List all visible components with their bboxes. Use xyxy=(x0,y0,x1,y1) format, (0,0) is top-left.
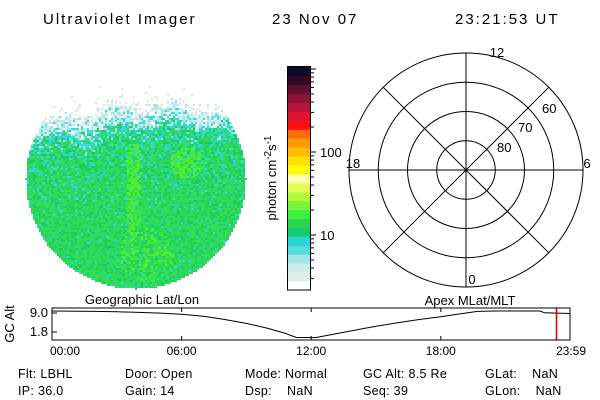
polar-grid-rings xyxy=(348,52,584,288)
status-mode: Mode: Normal xyxy=(245,367,328,381)
timeline-ytick-1-8: 1.8 xyxy=(30,324,48,339)
polar-caption: Apex MLat/MLT xyxy=(425,293,516,308)
status-gc-alt: GC Alt: 8.5 Re xyxy=(363,367,448,381)
polar-mlt-18-label: 18 xyxy=(346,156,360,171)
status-gain: Gain: 14 xyxy=(125,384,175,398)
timeline-xtick-0000: 00:00 xyxy=(50,344,80,358)
page-title: Ultraviolet Imager xyxy=(43,11,197,28)
timeline-caption-left: Geographic Lat/Lon xyxy=(85,292,199,307)
status-door: Door: Open xyxy=(125,367,193,381)
timeline-xtick-0600: 06:00 xyxy=(167,344,197,358)
timeline-ylabel: GC Alt xyxy=(2,305,17,343)
status-glat: GLat: NaN xyxy=(485,367,559,381)
header-date: 23 Nov 07 xyxy=(272,11,359,28)
colorbar-tick-label-10: 10 xyxy=(320,228,334,243)
colorbar-bands xyxy=(288,67,310,291)
polar-mlat-70-label: 70 xyxy=(518,120,532,135)
timeline-xtick-1800: 18:00 xyxy=(426,344,456,358)
polar-mlt-12-label: 12 xyxy=(490,45,504,60)
timeline-xtick-2359: 23:59 xyxy=(556,344,586,358)
colorbar-unit-label: photon cm-2s-1 xyxy=(263,135,279,220)
uv-image-canvas xyxy=(17,58,253,294)
polar-mlat-60-label: 60 xyxy=(542,101,556,116)
colorbar-frame xyxy=(287,66,311,291)
timeline-xtick-1200: 12:00 xyxy=(296,344,326,358)
polar-mlat-80-label: 80 xyxy=(497,140,511,155)
timeline-ytick-9: 9.0 xyxy=(30,305,48,320)
colorbar-ticks xyxy=(310,68,316,279)
status-ip: IP: 36.0 xyxy=(18,384,64,398)
status-flt: Flt: LBHL xyxy=(18,367,73,381)
status-seq: Seq: 39 xyxy=(363,384,409,398)
polar-mlt-0-label: 0 xyxy=(468,272,475,287)
status-dsp: Dsp: NaN xyxy=(245,384,313,398)
timeline-plot-frame xyxy=(51,307,571,341)
colorbar-tick-label-100: 100 xyxy=(320,145,342,160)
gc-alt-curve xyxy=(51,310,570,339)
polar-mlt-6-label: 6 xyxy=(583,156,590,171)
status-glon: GLon: NaN xyxy=(485,384,562,398)
header-time-ut: 23:21:53 UT xyxy=(455,11,560,28)
timeline-axis-ticks xyxy=(52,308,442,340)
